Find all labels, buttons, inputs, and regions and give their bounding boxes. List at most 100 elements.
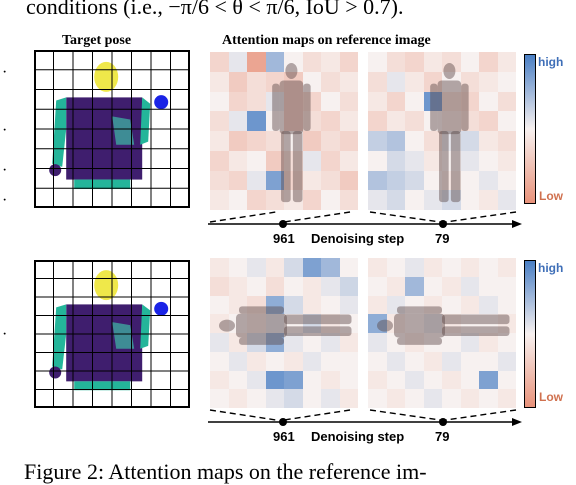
attention-cell — [479, 150, 498, 171]
attention-cell — [479, 52, 498, 73]
attention-cell — [210, 314, 229, 334]
attention-cell — [479, 314, 498, 334]
attention-cell — [368, 351, 387, 371]
attention-cell — [497, 170, 516, 191]
attention-cell — [265, 351, 285, 371]
attention-cell — [284, 370, 303, 390]
attention-cell — [442, 131, 461, 152]
figure-caption: Figure 2: Attention maps on the referenc… — [24, 459, 427, 484]
attention-cell — [405, 131, 424, 152]
attention-cell — [284, 71, 303, 92]
attention-cell — [228, 170, 248, 191]
attention-cell — [386, 370, 406, 390]
attention-cell — [265, 111, 285, 132]
attention-cell — [321, 52, 340, 73]
attention-cell — [339, 150, 358, 171]
attention-cell — [321, 370, 340, 390]
reference-person-silhouette — [377, 306, 510, 345]
attention-cell — [247, 258, 266, 278]
attention-cell — [405, 314, 424, 334]
attention-cell — [247, 170, 266, 191]
attention-cell — [339, 389, 358, 408]
attention-cell — [405, 170, 424, 191]
attention-cell — [405, 111, 424, 132]
attention-cell — [423, 71, 443, 92]
attention-cell — [228, 111, 248, 132]
attention-cell — [265, 295, 285, 315]
attention-cell — [247, 370, 266, 390]
attention-cell — [265, 276, 285, 296]
attention-cell — [210, 131, 229, 152]
attention-cell — [247, 52, 266, 73]
attention-cell — [479, 370, 498, 390]
attention-cell — [386, 276, 406, 296]
attention-cell — [497, 276, 516, 296]
attention-cell — [339, 295, 358, 315]
attention-cell — [405, 389, 424, 408]
attention-cell — [321, 389, 340, 408]
attention-cell — [460, 150, 480, 171]
attention-cell — [210, 351, 229, 371]
attention-cell — [497, 258, 516, 278]
attention-cell — [265, 170, 285, 191]
attention-cell — [284, 52, 303, 73]
attention-cell — [321, 333, 340, 353]
attention-cell — [423, 52, 443, 73]
attention-cell — [405, 295, 424, 315]
attention-cell — [247, 295, 266, 315]
attention-cell — [460, 190, 480, 210]
attention-cell — [339, 314, 358, 334]
step-961-label: 961 — [273, 429, 295, 444]
attention-cell — [497, 150, 516, 171]
attention-cell — [247, 150, 266, 171]
attention-cell — [368, 258, 387, 278]
attention-cell — [442, 150, 461, 171]
attention-cell — [339, 111, 358, 132]
attention-cell — [247, 91, 266, 112]
attention-cell — [265, 131, 285, 152]
attention-cell — [460, 131, 480, 152]
attention-cell — [405, 333, 424, 353]
colorbar-high-label: high — [538, 55, 564, 69]
attention-cell — [460, 295, 480, 315]
attention-cell — [460, 52, 480, 73]
attention-cell — [247, 389, 266, 408]
attention-cell — [460, 351, 480, 371]
attention-cell — [368, 131, 387, 152]
attention-cell — [497, 351, 516, 371]
attention-cell — [479, 351, 498, 371]
attention-cell — [460, 258, 480, 278]
attention-cell — [339, 276, 358, 296]
attention-cell — [497, 370, 516, 390]
attention-cell — [302, 314, 322, 334]
attention-cell — [479, 131, 498, 152]
pose-right-hand — [154, 95, 169, 110]
attention-cell — [339, 258, 358, 278]
attention-cell — [442, 351, 461, 371]
reference-person-silhouette — [430, 62, 469, 203]
attention-cell — [321, 150, 340, 171]
attention-map-row1-step79 — [368, 52, 516, 210]
attention-cell — [284, 170, 303, 191]
attention-cell — [442, 71, 461, 92]
attention-cell — [442, 333, 461, 353]
attention-cell — [302, 111, 322, 132]
attention-cell — [265, 190, 285, 210]
attention-cell — [386, 170, 406, 191]
attention-cell — [386, 131, 406, 152]
attention-cell — [228, 314, 248, 334]
attention-cell — [423, 111, 443, 132]
attention-cell — [423, 333, 443, 353]
attention-cell — [460, 370, 480, 390]
attention-cell — [497, 71, 516, 92]
attention-cell — [265, 150, 285, 171]
attention-cell — [368, 111, 387, 132]
attention-cell — [368, 389, 387, 408]
attention-cell — [405, 91, 424, 112]
attention-cell — [405, 370, 424, 390]
target-pose-grid-2 — [34, 260, 190, 408]
denoising-step-label: Denoising step — [311, 429, 405, 444]
attention-cell — [228, 150, 248, 171]
margin-mark: · — [2, 64, 8, 81]
attention-cell — [405, 276, 424, 296]
